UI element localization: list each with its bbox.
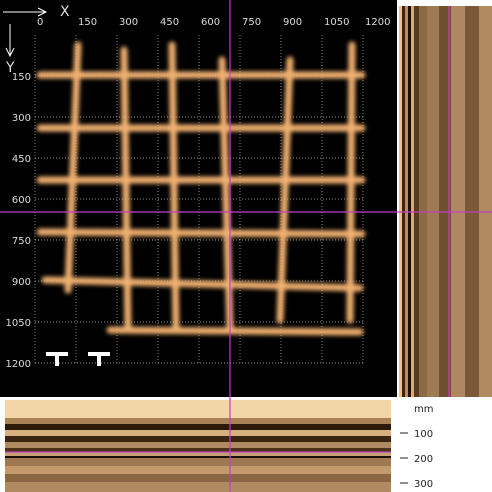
y-tick-label: 600 <box>12 195 31 206</box>
x-axis-label: X <box>60 4 70 20</box>
page: X Y mm 015030045060075090010501200150300… <box>0 0 492 492</box>
x-tick-label: 150 <box>78 17 97 28</box>
depth-unit: mm <box>414 404 433 415</box>
y-tick-label: 300 <box>12 113 31 124</box>
plan-view <box>0 0 397 397</box>
x-tick-label: 1050 <box>324 17 349 28</box>
x-tick-label: 750 <box>242 17 261 28</box>
y-tick-label: 900 <box>12 277 31 288</box>
depth-tick-label: 200 <box>414 454 433 465</box>
y-tick-label: 150 <box>12 72 31 83</box>
y-tick-label: 450 <box>12 154 31 165</box>
x-tick-label: 600 <box>201 17 220 28</box>
x-tick-label: 300 <box>119 17 138 28</box>
screen: X Y mm 015030045060075090010501200150300… <box>0 0 492 492</box>
y-tick-label: 1200 <box>6 359 31 370</box>
y-tick-label: 750 <box>12 236 31 247</box>
x-tick-label: 900 <box>283 17 302 28</box>
depth-tick-label: 100 <box>414 429 433 440</box>
depth-tick-label: 300 <box>414 479 433 490</box>
x-tick-label: 0 <box>37 17 43 28</box>
y-tick-label: 1050 <box>6 318 31 329</box>
x-tick-label: 450 <box>160 17 179 28</box>
x-tick-label: 1200 <box>365 17 390 28</box>
